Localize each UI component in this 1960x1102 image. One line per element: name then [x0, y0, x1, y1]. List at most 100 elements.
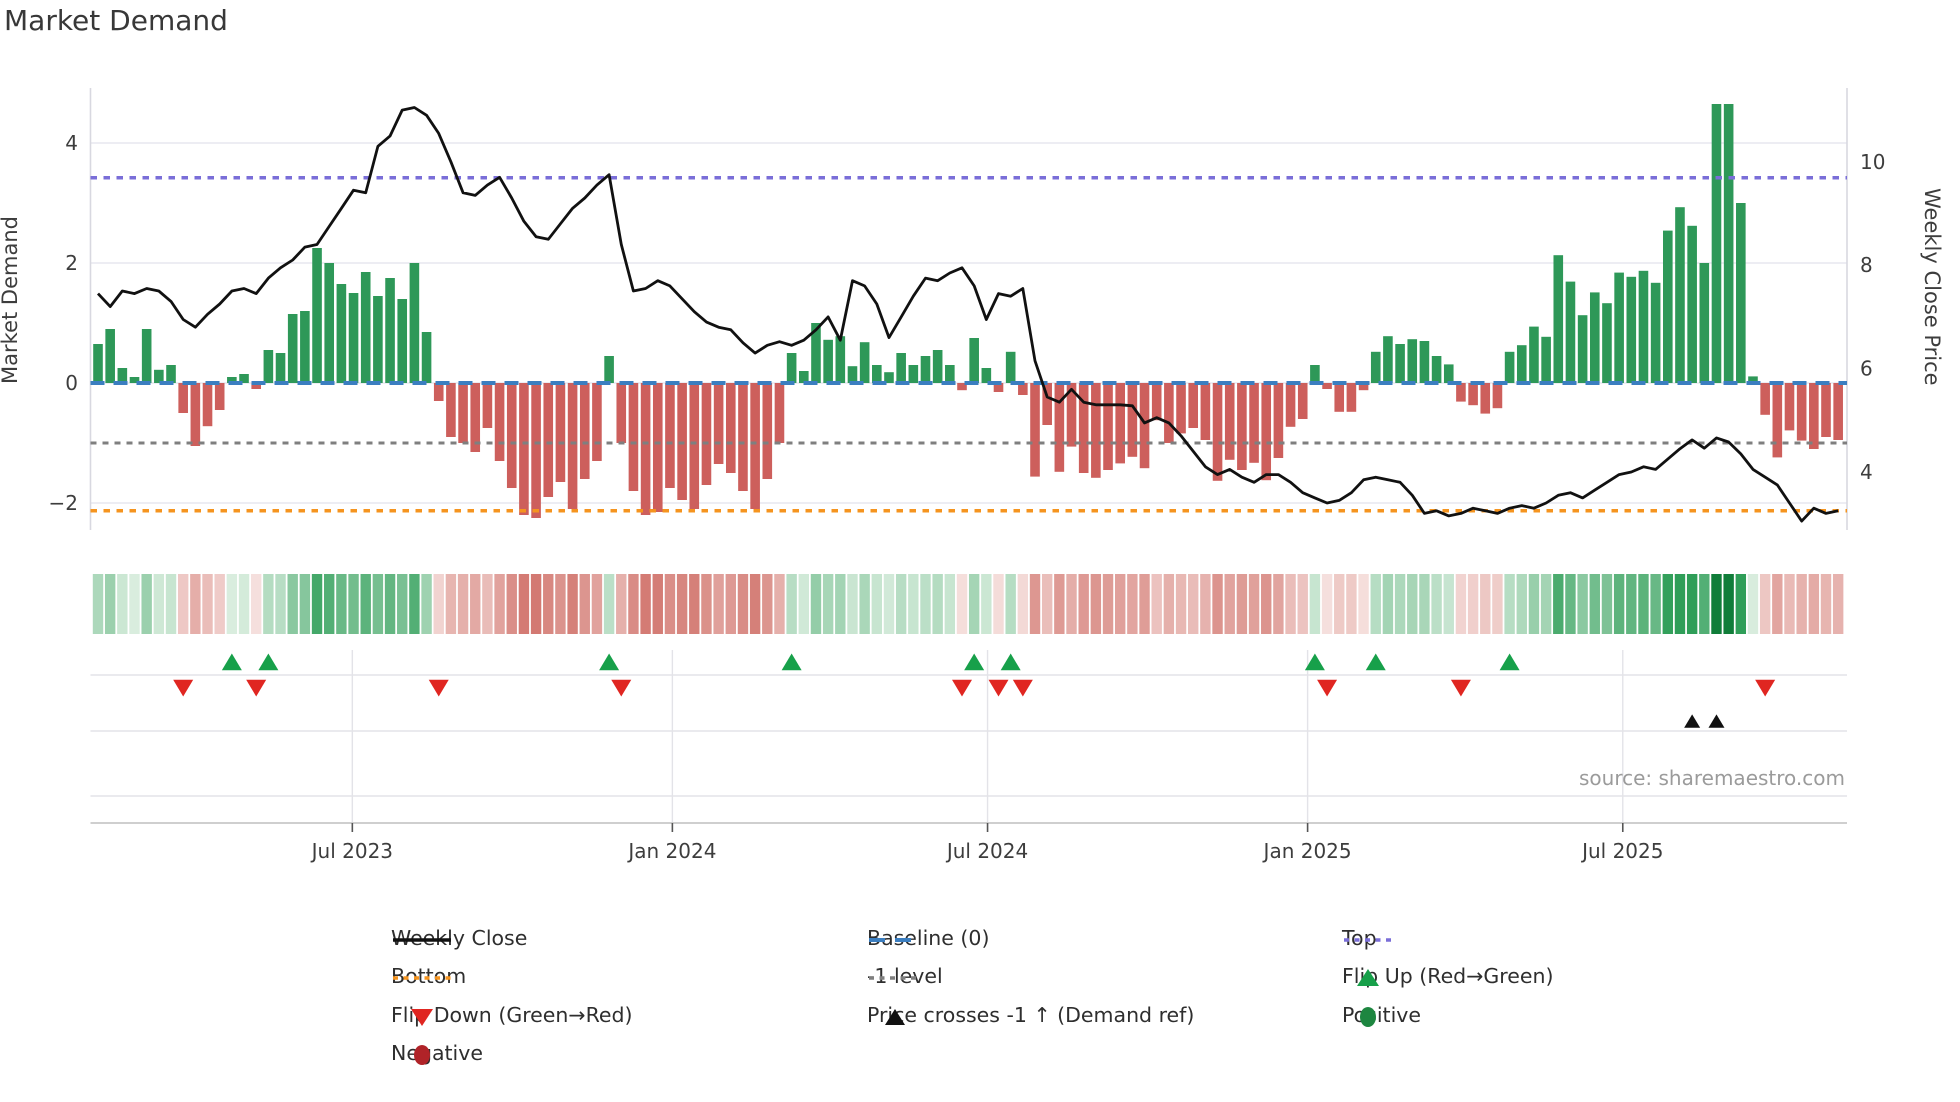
heatmap-cell [1711, 574, 1722, 634]
demand-bar [1504, 351, 1515, 383]
heatmap-cell [1626, 574, 1637, 634]
heatmap-cell [1553, 574, 1564, 634]
heatmap-cell [1772, 574, 1783, 634]
heatmap-cell [1638, 574, 1649, 634]
demand-bar [129, 377, 140, 383]
heatmap-cell [1175, 574, 1187, 634]
heatmap-cell [1285, 574, 1296, 634]
heatmap-cell [737, 574, 749, 634]
legend-item-negative: Negative [391, 1041, 483, 1065]
legend-item-bottom: Bottom [391, 964, 466, 988]
flip-down-marker [173, 679, 194, 697]
heatmap-cell [117, 574, 128, 634]
heatmap-cell [177, 574, 189, 634]
demand-bar [1736, 203, 1746, 383]
heatmap-cell [409, 574, 420, 634]
heatmap-cell [652, 574, 663, 634]
demand-bar [1212, 383, 1223, 481]
heatmap-cell [1005, 574, 1016, 634]
demand-bar [433, 383, 444, 401]
black-up-triangle-icon [885, 1009, 905, 1025]
demand-bar [1005, 351, 1016, 383]
heatmap-cell [689, 574, 700, 634]
dotted-line-swatch-icon [1344, 938, 1392, 942]
weekly-close-line [96, 106, 1839, 523]
tick-label: Jan 2025 [1262, 839, 1352, 863]
demand-bar [1419, 341, 1430, 383]
legend-item-top: Top [1342, 926, 1392, 950]
demand-bar [725, 383, 736, 473]
heatmap-cell [543, 574, 554, 634]
flip-up-marker [599, 653, 620, 671]
legend-label: Top [1342, 926, 1377, 950]
demand-bar [969, 338, 979, 383]
tick-label: 6 [1860, 357, 1873, 381]
demand-bar [421, 332, 432, 383]
heatmap-cell [1041, 574, 1053, 634]
heatmap-cell [1261, 574, 1272, 634]
heatmap-cell [1358, 574, 1369, 634]
demand-bar [531, 383, 541, 518]
heatmap-cell [640, 574, 651, 634]
demand-bar [1358, 383, 1369, 391]
heatmap-cell [1297, 574, 1308, 634]
heatmap-cell [1686, 574, 1698, 634]
heatmap-cell [1480, 574, 1491, 634]
heatmap-cell [1248, 574, 1260, 634]
tick-label: 8 [1860, 253, 1873, 277]
demand-bar [786, 353, 797, 383]
reference-lines [90, 176, 1847, 513]
flip-down-marker [428, 679, 449, 697]
heatmap-cell [336, 574, 347, 634]
demand-bar [628, 383, 639, 491]
demand-bar [872, 365, 882, 383]
demand-bar [859, 342, 870, 383]
demand-bar [1334, 383, 1345, 412]
demand-bar [738, 383, 748, 491]
demand-bar [1285, 383, 1296, 427]
heatmap-cell [1455, 574, 1467, 634]
heatmap-cell [664, 574, 676, 634]
demand-bar [1407, 339, 1418, 383]
heatmap-cell [968, 574, 980, 634]
flip-down-marker [1450, 679, 1471, 697]
demand-bar [1675, 207, 1685, 383]
tick-label: 2 [65, 251, 78, 275]
demand-bar [1370, 351, 1381, 383]
demand-bar [154, 369, 164, 383]
demand-bar [1151, 383, 1162, 421]
demand-bar [762, 383, 773, 479]
heatmap-cell [603, 574, 615, 634]
demand-bar [750, 383, 760, 509]
demand-bar [1200, 383, 1211, 440]
heatmap-cell [1492, 574, 1503, 634]
demand-bar [1164, 383, 1174, 443]
heatmap-cell [1407, 574, 1418, 634]
demand-bar [774, 383, 785, 443]
demand-bar [1589, 292, 1600, 383]
demand-bar [506, 383, 517, 488]
heatmap-cell [847, 574, 858, 634]
heatmap-cell [713, 574, 724, 634]
legend-label: Bottom [391, 964, 467, 988]
demand-bar [1018, 383, 1028, 395]
heatmap-cell [628, 574, 639, 634]
flip-down-marker [1012, 679, 1033, 697]
heatmap-cell [835, 574, 846, 634]
price-cross-marker [1708, 714, 1725, 728]
flip-down-marker [951, 679, 972, 697]
heatmap-cell [1431, 574, 1442, 634]
demand-bar [945, 365, 955, 383]
demand-bar [1480, 383, 1491, 414]
heatmap-cell [1589, 574, 1600, 634]
heatmap-cell [1747, 574, 1759, 634]
heatmap-cell [822, 574, 834, 634]
tick-label: Jul 2024 [945, 839, 1028, 863]
tick-label: 4 [1860, 460, 1873, 484]
heatmap-cell [1017, 574, 1029, 634]
heatmap-cell [275, 574, 286, 634]
demand-bar [579, 383, 590, 479]
demand-bar [1078, 383, 1089, 473]
demand-bar [1261, 383, 1272, 481]
demand-bar [312, 248, 322, 383]
